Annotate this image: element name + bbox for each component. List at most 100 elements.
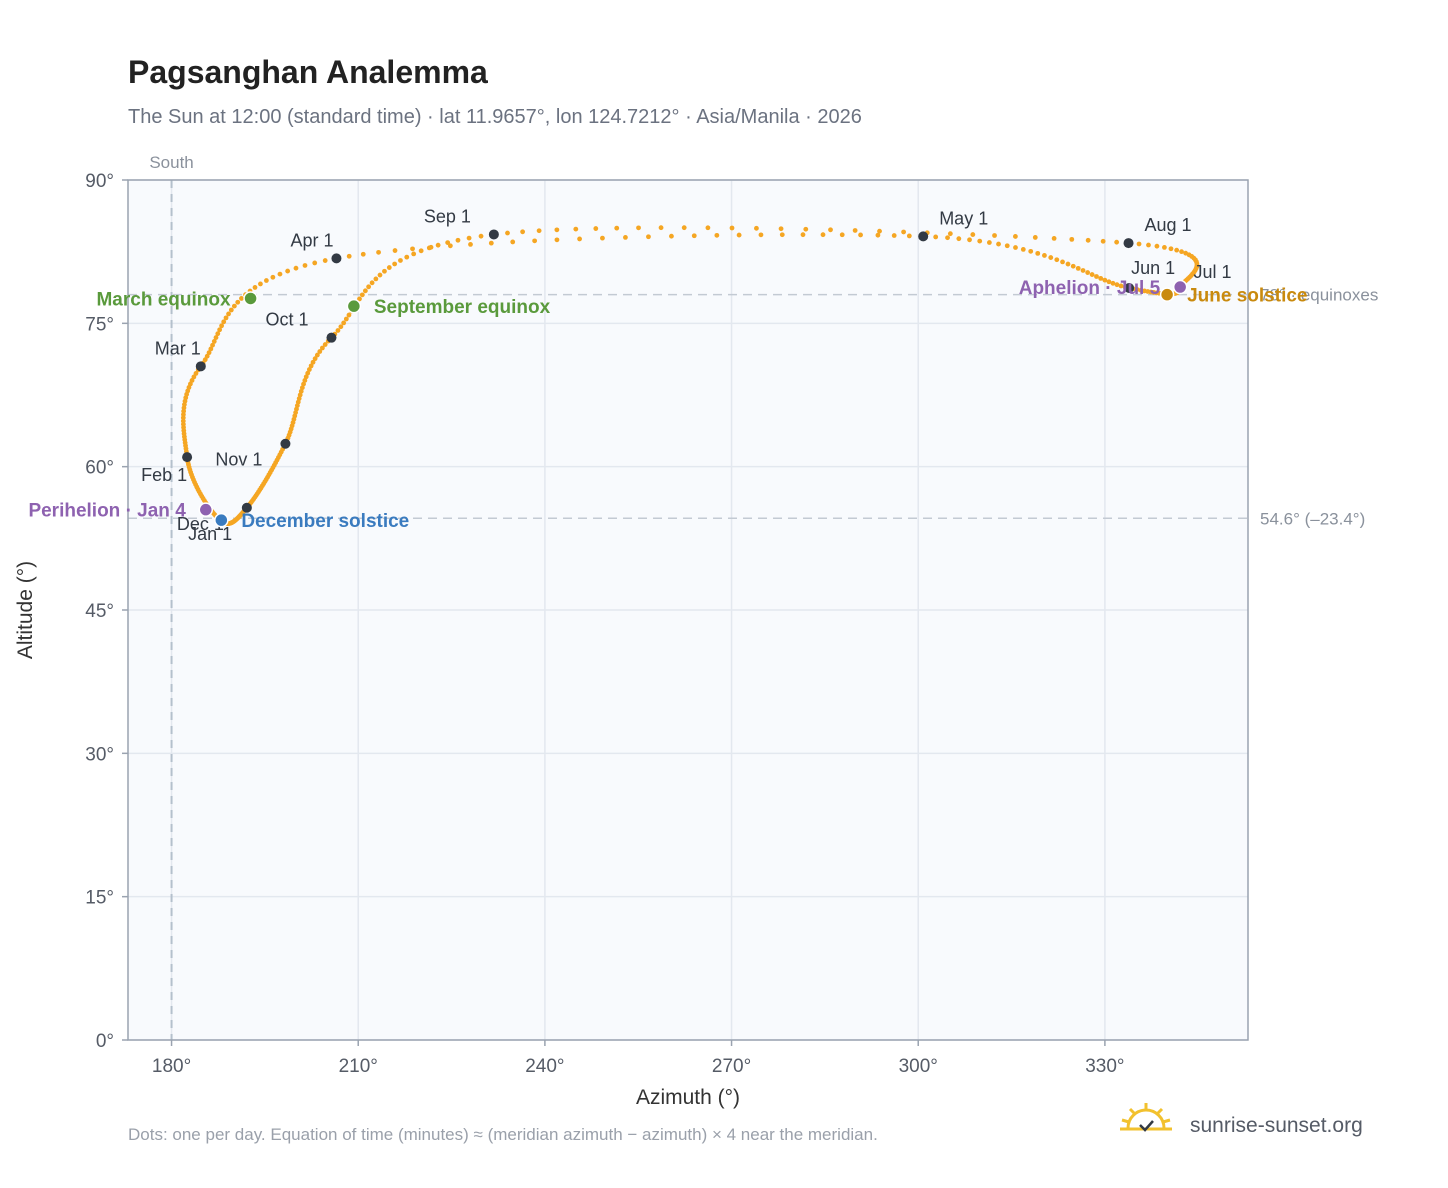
daily-sun-dot [614,225,620,231]
daily-sun-dot [488,240,494,246]
grid [128,179,1248,1041]
month-marker-label: May 1 [939,208,988,228]
daily-sun-dot [967,237,972,243]
daily-sun-dot [758,232,764,238]
daily-sun-dot [839,232,845,238]
event-label: December solstice [241,511,409,532]
month-markers: Jan 1 Feb 1 Mar 1 Apr 1 May 1 Jun 1 Jul 1 Aug 1… [141,206,1231,544]
daily-sun-dot [277,271,283,277]
daily-sun-dot [392,261,398,267]
month-marker-label: Aug 1 [1145,215,1192,235]
daily-sun-dot [191,374,197,380]
daily-sun-dot [858,232,863,238]
daily-sun-dot [228,307,234,313]
daily-sun-dot [206,350,212,356]
daily-sun-dot [1080,268,1086,273]
event-label: June solstice [1187,286,1307,307]
daily-sun-dot [977,238,983,244]
daily-sun-dot [736,232,742,238]
daily-sun-dot [714,232,720,238]
daily-sun-dot [226,311,231,317]
daily-sun-dot [435,242,441,248]
daily-sun-dot [520,229,526,235]
daily-sun-dot [1004,243,1010,249]
daily-sun-dot [691,233,697,239]
daily-sun-dot [986,240,992,245]
month-marker-dot [195,361,206,372]
daily-sun-dot [258,281,263,287]
chart-footnote: Dots: one per day. Equation of time (min… [128,1125,878,1144]
month-marker-label: Nov 1 [215,450,262,470]
daily-sun-dot [392,248,398,253]
daily-sun-dot [362,288,368,294]
daily-sun-dot [996,241,1001,247]
x-tick-label: 270° [712,1056,751,1077]
daily-sun-dot [1032,235,1038,240]
y-tick-label: 0° [96,1031,114,1052]
daily-sun-dot [1065,261,1071,267]
daily-sun-dot [357,296,362,302]
y-tick-label: 30° [85,744,114,765]
daily-sun-dot [398,258,403,263]
daily-sun-dot [468,242,473,247]
daily-sun-dot [803,226,809,232]
daily-sun-dot [1013,245,1018,250]
x-tick-label: 240° [525,1056,564,1077]
event-marker-dot [346,298,362,314]
daily-sun-dot [1174,247,1180,253]
daily-sun-dot [319,345,325,351]
daily-sun-dot [1136,241,1142,247]
daily-sun-dot [945,235,950,241]
event-markers: March equinox September equinox June solst… [28,278,1307,532]
daily-sun-dot [778,226,784,232]
daily-sun-dot [681,225,687,231]
x-tick-label: 330° [1085,1056,1124,1077]
month-marker-label: Apr 1 [290,230,333,250]
daily-sun-dot [933,234,939,240]
event-marker-dot [198,502,214,517]
daily-sun-dot [404,254,410,260]
sun-logo-icon [1120,1103,1172,1132]
daily-sun-dot [202,357,208,363]
daily-sun-dot [410,246,415,252]
daily-sun-dot [293,265,299,271]
daily-sun-dot [1020,246,1026,252]
daily-sun-dot [263,278,269,283]
daily-sun-dot [1042,253,1047,258]
event-label: Aphelion · Jul 5 [1019,278,1161,299]
y-axis-label: Altitude (°) [14,561,37,659]
month-marker-label: Feb 1 [141,465,187,485]
daily-sun-dot [208,346,214,352]
x-tick-label: 300° [899,1056,938,1077]
reference-line-label: 78° · equinoxes [1260,286,1378,305]
event-marker-dot [214,512,229,528]
daily-sun-dot [1035,250,1041,256]
daily-sun-dot [1098,275,1104,281]
daily-sun-dot [217,327,223,333]
x-tick-label: 210° [339,1056,378,1077]
event-label: September equinox [374,297,551,318]
daily-sun-dot [314,352,320,358]
daily-sun-dot [305,370,311,376]
brand-name: sunrise-sunset.org [1190,1114,1363,1137]
daily-sun-dot [1094,274,1099,279]
daily-sun-dot [532,238,538,244]
month-marker-label: Jan 1 [188,524,232,544]
daily-sun-dot [1089,272,1095,277]
daily-sun-dot [1106,279,1112,285]
month-marker-dot [241,502,252,513]
daily-sun-dot [322,258,328,263]
daily-sun-dot [310,359,316,365]
daily-sun-dot [1134,287,1140,292]
chart-subtitle: The Sun at 12:00 (standard time) · lat 1… [128,106,862,128]
event-label: Perihelion · Jan 4 [28,501,186,522]
daily-sun-dot [1012,234,1018,239]
daily-sun-dot [302,378,308,383]
y-tick-label: 15° [85,888,114,909]
daily-sun-dot [306,367,312,372]
daily-sun-dot [317,349,323,354]
daily-sun-dot [231,303,237,309]
daily-sun-dot [646,234,651,240]
daily-sun-dot [210,342,215,348]
